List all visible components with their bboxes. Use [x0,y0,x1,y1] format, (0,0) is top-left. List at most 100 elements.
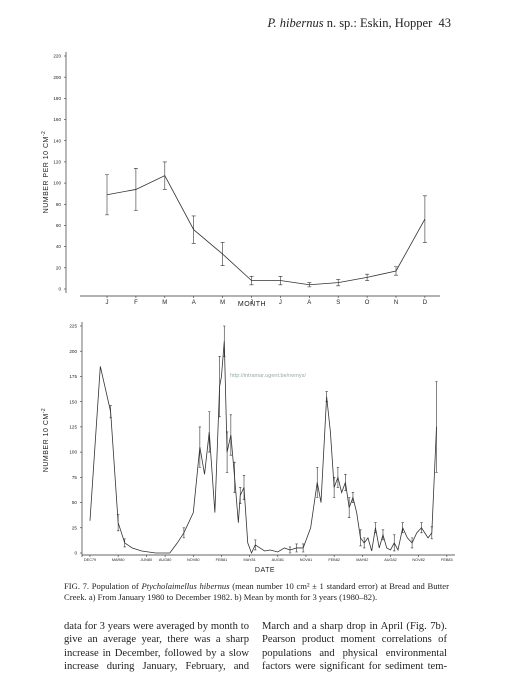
figure: http://intramar.ugent.be/nemys/ 0 20 40 60 8… [41,52,455,574]
error-bar [381,529,385,541]
y-tick-label: 100 [53,181,61,186]
x-tick-label: A [307,300,311,306]
watermark: http://intramar.ugent.be/nemys/ [230,373,306,379]
figure-caption: FIG. 7. Population of Ptycholaimellus hi… [64,581,449,603]
x-tick-label: AUG81 [272,558,284,562]
x-tick-label: FEB83 [441,558,453,562]
error-bar [336,466,340,488]
caption-text: (mean number 10 cm² ± 1 standard error) … [64,581,449,602]
x-tick-label: J [279,300,282,306]
y-tick-label: 100 [69,450,77,455]
y-tick-label: 120 [53,160,61,165]
error-bar [344,474,347,491]
error-bar [420,522,423,534]
x-tick-label: FEB81 [216,558,228,562]
caption-text: Population of [91,581,139,591]
x-tick-label: AUG82 [384,558,396,562]
error-bar [208,411,211,453]
y-tick-label: 180 [53,96,61,101]
error-bar [325,391,328,402]
error-bar [332,477,336,498]
y-tick-label: 50 [72,500,78,505]
x-tick-label: M [162,300,167,306]
error-bar [220,242,225,266]
error-bar [422,195,427,243]
y-axis-label-text: NUMBER 10 CM [43,413,50,472]
y-tick-label: 140 [53,138,61,143]
error-bar [254,539,257,551]
error-bar [278,275,283,286]
error-bar [301,543,305,553]
error-bar [191,215,196,244]
error-bar [295,543,298,553]
error-bar [393,534,396,552]
x-tick-label: NOV81 [300,558,312,562]
error-bar [374,522,377,534]
x-tick-label: J [106,300,109,306]
x-tick-label: M [220,300,225,306]
y-tick-label: 20 [56,265,62,270]
x-axis-label: DATE [255,567,275,574]
x-tick-label: MAY81 [244,558,256,562]
error-bar [410,537,414,549]
page-number: 43 [438,16,452,30]
y-axis-label-sup: -2 [41,131,47,136]
error-bar [239,487,242,504]
y-tick-label: 80 [56,202,62,207]
x-tick-label: MAY82 [356,558,368,562]
y-axis-label: NUMBER 10 CM-2 [41,408,50,472]
x-tick-label: N [394,300,398,306]
x-tick-label: AUG80 [159,558,171,562]
x-tick-label: D [423,300,428,306]
error-bar [359,529,362,547]
y-tick-label: 75 [72,475,78,480]
error-bar [229,414,233,456]
error-bar [233,461,236,493]
x-tick-label: FEB82 [328,558,340,562]
error-bar [123,538,126,548]
y-tick-label: 150 [69,399,77,404]
x-tick-label: NOV80 [187,558,199,562]
header-authors: n. sp.: Eskin, Hopper [326,16,433,30]
y-axis-label-text: NUMBER PER 10 CM [43,136,50,213]
error-bar [288,546,292,554]
x-tick-label: O [365,300,370,306]
error-bar [435,381,438,473]
body-left: data for 3 years were averaged by month … [64,621,249,673]
y-tick-label: 220 [53,54,61,59]
error-bar [162,161,167,190]
y-tick-label: 60 [56,223,62,228]
error-bar [133,167,138,211]
header-species: P. hibernus [267,16,324,30]
error-bar [401,522,404,534]
y-tick-label: 200 [69,349,77,354]
error-bar [362,537,366,549]
y-tick-label: 225 [69,324,77,329]
error-bar [351,492,355,503]
x-tick-label: F [134,300,138,306]
y-tick-label: 25 [72,525,78,530]
running-header: P. hibernus n. sp.: Eskin, Hopper 43 [268,16,451,31]
y-tick-label: 0 [58,287,61,292]
x-tick-label: DEC79 [84,558,96,562]
error-bar [365,273,370,281]
y-tick-label: 160 [53,117,61,122]
y-tick-label: 125 [69,424,77,429]
error-bar [105,174,109,216]
x-tick-label: A [192,300,196,306]
error-bar [316,466,319,498]
error-bar [242,475,246,500]
error-bar [430,526,434,540]
error-bar [225,431,229,473]
x-tick-label: MAR80 [112,558,125,562]
x-tick-label: J [250,300,253,306]
error-bar [198,426,202,468]
error-bar [109,405,112,419]
y-axis-label-sup: -2 [41,408,47,413]
caption-species: Ptycholaimellus hibernus [141,581,230,591]
x-tick-label: S [336,300,340,306]
y-tick-label: 175 [69,374,77,379]
error-bar [394,266,398,276]
error-bar [223,325,226,357]
